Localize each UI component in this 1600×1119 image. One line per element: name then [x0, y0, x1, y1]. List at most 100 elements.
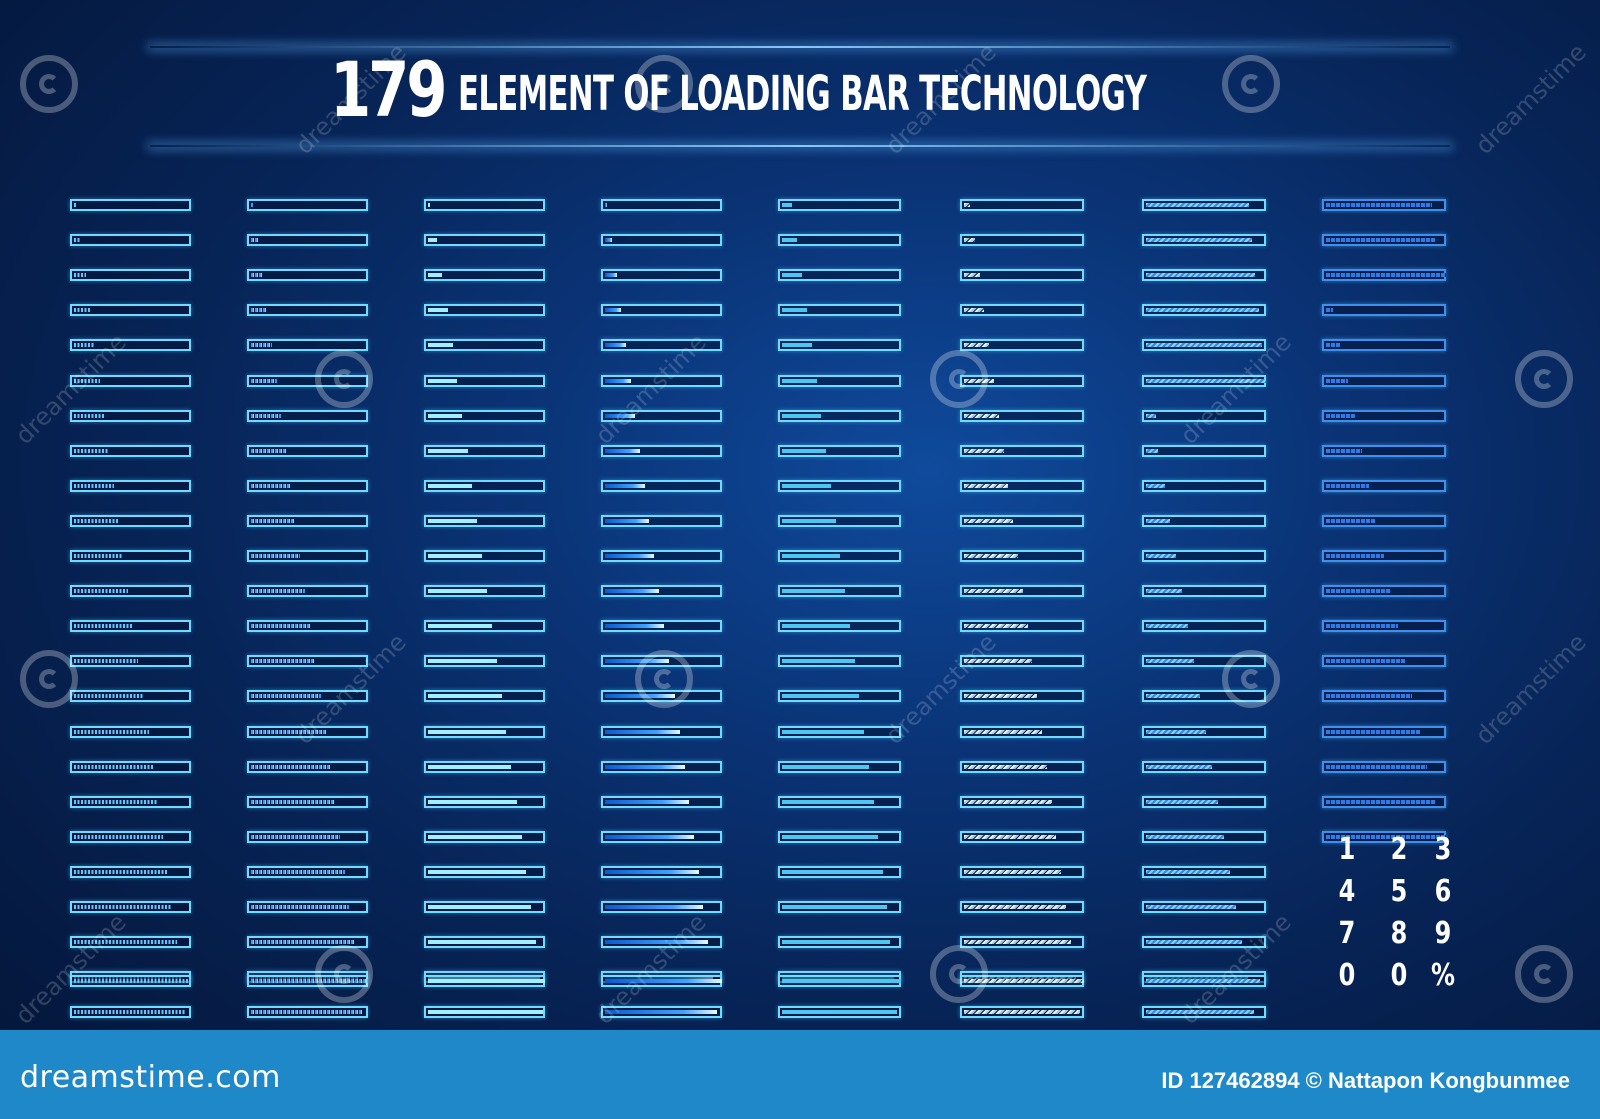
loading-bar-fill [605, 379, 631, 383]
loading-bar [601, 796, 722, 808]
loading-bar-fill [782, 730, 864, 734]
loading-bar [1142, 585, 1266, 597]
loading-bar [960, 585, 1084, 597]
loading-bar [70, 866, 191, 878]
number-glyph: 8 [1390, 916, 1408, 951]
loading-bar-fill [964, 519, 1013, 523]
loading-bar-fill [1146, 203, 1249, 207]
loading-bar-fill [428, 343, 453, 347]
loading-bar [70, 480, 191, 492]
loading-bar [601, 936, 722, 948]
loading-bar [778, 550, 901, 562]
loading-bar-fill [964, 659, 1032, 663]
loading-bar [247, 901, 368, 913]
loading-bar-fill [605, 414, 635, 418]
loading-bar-fill [1326, 694, 1412, 698]
loading-bar [601, 480, 722, 492]
footer-logo[interactable]: dreamstime.com [20, 1060, 281, 1095]
number-glyph: 0 [1390, 958, 1408, 993]
loading-bar [960, 199, 1084, 211]
loading-bar [424, 936, 545, 948]
loading-bar-fill [964, 624, 1028, 628]
loading-bar [960, 796, 1084, 808]
loading-bar [778, 796, 901, 808]
loading-bar [1142, 339, 1266, 351]
loading-bar-fill [1146, 624, 1188, 628]
loading-bar-fill [782, 835, 878, 839]
loading-bar [778, 761, 901, 773]
loading-bar [778, 620, 901, 632]
loading-bar-fill [1146, 589, 1182, 593]
loading-bar-fill [74, 589, 128, 593]
loading-bar [424, 375, 545, 387]
loading-bar [1142, 620, 1266, 632]
loading-bar [778, 269, 901, 281]
loading-bar-fill [428, 694, 502, 698]
loading-bar-fill [782, 308, 807, 312]
loading-bar-fill [964, 414, 999, 418]
loading-bar [601, 901, 722, 913]
loading-bar [601, 726, 722, 738]
loading-bar-fill [251, 694, 321, 698]
loading-bar [424, 866, 545, 878]
loading-bar [1142, 199, 1266, 211]
loading-bar-fill [1146, 414, 1156, 418]
loading-bar-fill [782, 238, 797, 242]
loading-bar [778, 726, 901, 738]
loading-bar-fill [605, 800, 689, 804]
loading-bar [778, 410, 901, 422]
loading-bar-fill [1146, 835, 1224, 839]
loading-bar-fill [782, 589, 845, 593]
loading-bar-fill [605, 905, 703, 909]
loading-bar [960, 726, 1084, 738]
loading-bar-fill [251, 765, 331, 769]
loading-bar-fill [964, 1010, 1080, 1014]
loading-bar-fill [605, 940, 708, 944]
loading-bar [778, 1006, 901, 1018]
loading-bar [247, 480, 368, 492]
loading-bar [778, 936, 901, 948]
loading-bar-fill [74, 624, 133, 628]
loading-bar [960, 269, 1084, 281]
loading-bar [601, 234, 722, 246]
loading-bar-fill [1326, 659, 1405, 663]
loading-bar-fill [1146, 343, 1262, 347]
loading-bar [424, 831, 545, 843]
watermark-swirl-icon [315, 350, 373, 408]
loading-bar-fill [428, 1010, 543, 1014]
loading-bar-fill [782, 940, 890, 944]
loading-bar-fill [74, 203, 76, 207]
loading-bar-fill [964, 449, 1004, 453]
loading-bar-fill [605, 730, 680, 734]
loading-bar-fill [74, 308, 90, 312]
loading-bar [1322, 831, 1446, 843]
watermark-swirl-icon [1222, 650, 1280, 708]
loading-bar-fill [428, 308, 448, 312]
loading-bar-fill [964, 730, 1042, 734]
loading-bar-fill [251, 800, 335, 804]
loading-bar-fill [605, 589, 659, 593]
loading-bar [601, 199, 722, 211]
loading-bar-fill [964, 484, 1008, 488]
loading-bar [601, 375, 722, 387]
loading-bar-fill [782, 659, 855, 663]
loading-bar-fill [1326, 624, 1398, 628]
loading-bar-fill [428, 449, 468, 453]
loading-bar [424, 975, 545, 987]
loading-bar-fill [1146, 554, 1176, 558]
loading-bar [960, 936, 1084, 948]
loading-bar-fill [605, 238, 612, 242]
loading-bar [1322, 655, 1446, 667]
loading-bar [1322, 234, 1446, 246]
loading-bar [424, 620, 545, 632]
loading-bar [70, 585, 191, 597]
loading-bar-fill [1326, 730, 1420, 734]
loading-bar-fill [428, 414, 462, 418]
loading-bar-fill [428, 730, 506, 734]
loading-bar-fill [1146, 905, 1236, 909]
loading-bar-fill [1146, 449, 1158, 453]
loading-bar-fill [782, 979, 901, 983]
glow-line-top [150, 46, 1450, 48]
loading-bar-fill [74, 800, 158, 804]
loading-bar-fill [428, 554, 482, 558]
